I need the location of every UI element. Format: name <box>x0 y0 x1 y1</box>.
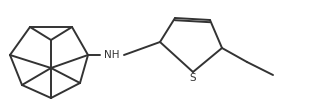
Text: S: S <box>190 73 196 83</box>
Text: NH: NH <box>104 50 120 60</box>
